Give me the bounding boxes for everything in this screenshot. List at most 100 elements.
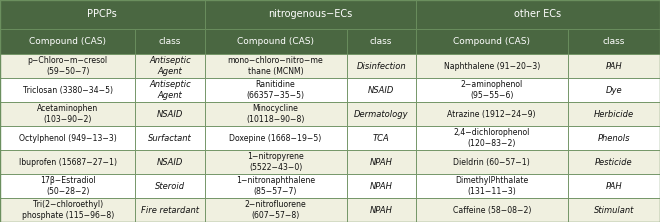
Bar bbox=[346, 29, 416, 54]
Bar bbox=[568, 54, 660, 78]
Bar bbox=[568, 198, 660, 222]
Text: Herbicide: Herbicide bbox=[594, 110, 634, 119]
Bar bbox=[416, 29, 568, 54]
Bar bbox=[205, 29, 346, 54]
Text: 2,4−dichlorophenol
(120−83−2): 2,4−dichlorophenol (120−83−2) bbox=[453, 128, 530, 148]
Text: Dye: Dye bbox=[605, 86, 622, 95]
Bar bbox=[346, 198, 416, 222]
Text: 1−nitronaphthalene
(85−57−7): 1−nitronaphthalene (85−57−7) bbox=[236, 176, 315, 196]
Text: PAH: PAH bbox=[605, 182, 622, 190]
Text: PAH: PAH bbox=[605, 62, 622, 71]
Text: DimethylPhthalate
(131−11−3): DimethylPhthalate (131−11−3) bbox=[455, 176, 528, 196]
Text: NPAH: NPAH bbox=[370, 206, 393, 214]
Bar bbox=[568, 78, 660, 102]
Bar bbox=[0, 174, 135, 198]
Bar bbox=[205, 102, 346, 126]
Bar bbox=[416, 54, 568, 78]
Bar bbox=[416, 0, 660, 29]
Bar bbox=[416, 174, 568, 198]
Bar bbox=[346, 126, 416, 150]
Bar bbox=[0, 150, 135, 174]
Bar bbox=[135, 174, 205, 198]
Bar bbox=[416, 102, 568, 126]
Text: Dieldrin (60−57−1): Dieldrin (60−57−1) bbox=[453, 158, 530, 167]
Text: 1−nitropyrene
(5522−43−0): 1−nitropyrene (5522−43−0) bbox=[248, 152, 304, 172]
Bar bbox=[205, 126, 346, 150]
Text: NSAID: NSAID bbox=[157, 110, 183, 119]
Text: Acetaminophen
(103−90−2): Acetaminophen (103−90−2) bbox=[37, 104, 98, 124]
Text: NPAH: NPAH bbox=[370, 182, 393, 190]
Text: p−Chloro−m−cresol
(59−50−7): p−Chloro−m−cresol (59−50−7) bbox=[28, 56, 108, 76]
Text: Naphthalene (91−20−3): Naphthalene (91−20−3) bbox=[444, 62, 540, 71]
Bar bbox=[416, 150, 568, 174]
Text: Stimulant: Stimulant bbox=[593, 206, 634, 214]
Bar bbox=[568, 29, 660, 54]
Text: Octylphenol (949−13−3): Octylphenol (949−13−3) bbox=[18, 134, 117, 143]
Bar bbox=[135, 54, 205, 78]
Bar bbox=[205, 0, 416, 29]
Text: Triclosan (3380−34−5): Triclosan (3380−34−5) bbox=[22, 86, 113, 95]
Text: Fire retardant: Fire retardant bbox=[141, 206, 199, 214]
Text: Doxepine (1668−19−5): Doxepine (1668−19−5) bbox=[230, 134, 321, 143]
Text: class: class bbox=[603, 37, 625, 46]
Text: Steroid: Steroid bbox=[155, 182, 185, 190]
Text: Pesticide: Pesticide bbox=[595, 158, 633, 167]
Bar bbox=[346, 174, 416, 198]
Bar bbox=[568, 174, 660, 198]
Bar bbox=[0, 54, 135, 78]
Bar bbox=[205, 150, 346, 174]
Bar bbox=[135, 150, 205, 174]
Text: Caffeine (58−08−2): Caffeine (58−08−2) bbox=[453, 206, 531, 214]
Text: Tri(2−chloroethyl)
phosphate (115−96−8): Tri(2−chloroethyl) phosphate (115−96−8) bbox=[22, 200, 114, 220]
Text: other ECs: other ECs bbox=[514, 9, 562, 20]
Bar bbox=[0, 29, 135, 54]
Text: 2−nitrofluorene
(607−57−8): 2−nitrofluorene (607−57−8) bbox=[245, 200, 306, 220]
Text: TCA: TCA bbox=[373, 134, 389, 143]
Text: Atrazine (1912−24−9): Atrazine (1912−24−9) bbox=[447, 110, 536, 119]
Text: Compound (CAS): Compound (CAS) bbox=[237, 37, 314, 46]
Bar bbox=[0, 0, 205, 29]
Bar bbox=[0, 198, 135, 222]
Bar bbox=[135, 198, 205, 222]
Text: Compound (CAS): Compound (CAS) bbox=[29, 37, 106, 46]
Bar bbox=[0, 102, 135, 126]
Bar bbox=[135, 29, 205, 54]
Bar bbox=[0, 78, 135, 102]
Text: Compound (CAS): Compound (CAS) bbox=[453, 37, 530, 46]
Bar bbox=[346, 54, 416, 78]
Bar bbox=[568, 150, 660, 174]
Text: Dermatology: Dermatology bbox=[354, 110, 409, 119]
Text: Antiseptic
Agent: Antiseptic Agent bbox=[149, 80, 191, 100]
Text: class: class bbox=[159, 37, 181, 46]
Bar bbox=[205, 78, 346, 102]
Text: Antiseptic
Agent: Antiseptic Agent bbox=[149, 56, 191, 76]
Text: Minocycline
(10118−90−8): Minocycline (10118−90−8) bbox=[246, 104, 305, 124]
Bar bbox=[135, 126, 205, 150]
Bar bbox=[346, 102, 416, 126]
Text: NSAID: NSAID bbox=[368, 86, 394, 95]
Bar bbox=[205, 174, 346, 198]
Bar bbox=[416, 198, 568, 222]
Bar bbox=[0, 126, 135, 150]
Text: NPAH: NPAH bbox=[370, 158, 393, 167]
Bar bbox=[135, 102, 205, 126]
Text: 17β−Estradiol
(50−28−2): 17β−Estradiol (50−28−2) bbox=[40, 176, 96, 196]
Text: PPCPs: PPCPs bbox=[87, 9, 117, 20]
Bar bbox=[346, 150, 416, 174]
Bar bbox=[205, 198, 346, 222]
Text: nitrogenous−ECs: nitrogenous−ECs bbox=[268, 9, 352, 20]
Bar bbox=[205, 54, 346, 78]
Bar bbox=[135, 78, 205, 102]
Bar bbox=[416, 126, 568, 150]
Text: Ibuprofen (15687−27−1): Ibuprofen (15687−27−1) bbox=[18, 158, 117, 167]
Bar bbox=[568, 126, 660, 150]
Bar bbox=[568, 102, 660, 126]
Bar bbox=[346, 78, 416, 102]
Text: Phenols: Phenols bbox=[597, 134, 630, 143]
Text: class: class bbox=[370, 37, 392, 46]
Text: NSAID: NSAID bbox=[157, 158, 183, 167]
Text: Ranitidine
(66357−35−5): Ranitidine (66357−35−5) bbox=[247, 80, 304, 100]
Text: 2−aminophenol
(95−55−6): 2−aminophenol (95−55−6) bbox=[461, 80, 523, 100]
Text: Surfactant: Surfactant bbox=[148, 134, 192, 143]
Text: Disinfection: Disinfection bbox=[356, 62, 406, 71]
